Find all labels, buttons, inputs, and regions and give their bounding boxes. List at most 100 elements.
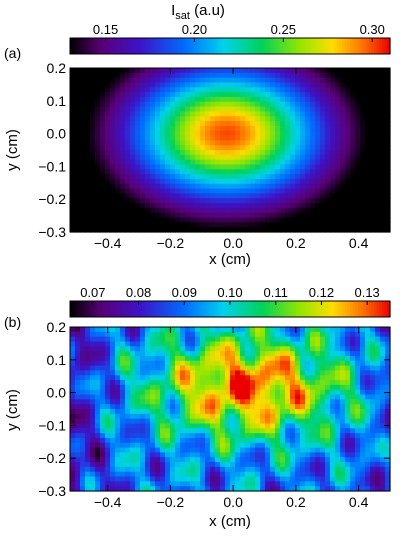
heatmap-cell bbox=[255, 355, 261, 362]
heatmap-cell bbox=[340, 462, 346, 468]
heatmap-cell bbox=[95, 462, 101, 468]
heatmap-cell bbox=[175, 409, 181, 415]
heatmap-cell bbox=[170, 68, 176, 74]
heatmap-cell bbox=[140, 341, 146, 347]
heatmap-cell bbox=[370, 370, 376, 376]
heatmap-cell bbox=[275, 341, 281, 347]
heatmap-cell bbox=[380, 140, 386, 146]
heatmap-cell bbox=[260, 106, 266, 113]
heatmap-cell bbox=[110, 125, 116, 132]
heatmap-cell bbox=[75, 375, 81, 381]
heatmap-cell bbox=[340, 447, 346, 454]
heatmap-cell bbox=[135, 457, 141, 463]
heatmap-cell bbox=[310, 365, 316, 372]
heatmap-cell bbox=[210, 207, 216, 214]
heatmap-cell bbox=[175, 111, 181, 117]
heatmap-cell bbox=[310, 140, 316, 146]
heatmap-cell bbox=[115, 476, 121, 482]
heatmap-cell bbox=[205, 418, 211, 425]
heatmap-cell bbox=[95, 466, 101, 473]
heatmap-cell bbox=[305, 82, 311, 88]
heatmap-cell bbox=[190, 130, 196, 137]
heatmap-cell bbox=[230, 178, 236, 185]
heatmap-cell bbox=[190, 404, 196, 410]
heatmap-cell bbox=[105, 198, 111, 204]
heatmap-cell bbox=[105, 457, 111, 463]
heatmap-cell bbox=[315, 384, 321, 391]
heatmap-cell bbox=[295, 423, 301, 429]
heatmap-cell bbox=[270, 164, 276, 170]
colorbar-segment bbox=[294, 38, 298, 54]
heatmap-cell bbox=[145, 154, 151, 161]
heatmap-cell bbox=[340, 476, 346, 482]
heatmap-cell bbox=[200, 452, 206, 458]
heatmap-cell bbox=[350, 111, 356, 117]
heatmap-cell bbox=[370, 447, 376, 454]
heatmap-cell bbox=[245, 486, 251, 492]
heatmap-cell bbox=[135, 375, 141, 381]
heatmap-cell bbox=[150, 183, 156, 190]
heatmap-cell bbox=[320, 327, 326, 333]
heatmap-cell bbox=[120, 159, 126, 166]
colorbar-segment bbox=[363, 38, 367, 54]
heatmap-cell bbox=[135, 140, 141, 146]
heatmap-cell bbox=[380, 336, 386, 343]
heatmap-cell bbox=[100, 183, 106, 190]
heatmap-cell bbox=[115, 423, 121, 429]
heatmap-cell bbox=[205, 164, 211, 170]
heatmap-cell bbox=[240, 380, 246, 386]
heatmap-cell bbox=[300, 351, 306, 357]
heatmap-cell bbox=[175, 346, 181, 352]
heatmap-cell bbox=[350, 169, 356, 175]
heatmap-cell bbox=[255, 87, 261, 93]
heatmap-cell bbox=[175, 222, 181, 228]
heatmap-cell bbox=[375, 217, 381, 223]
heatmap-cell bbox=[205, 399, 211, 405]
heatmap-cell bbox=[325, 121, 331, 127]
heatmap-cell bbox=[365, 375, 371, 381]
heatmap-cell bbox=[290, 423, 296, 429]
heatmap-cell bbox=[220, 96, 226, 103]
heatmap-cell bbox=[75, 447, 81, 454]
heatmap-cell bbox=[215, 486, 221, 492]
heatmap-cell bbox=[195, 227, 201, 233]
heatmap-cell bbox=[310, 178, 316, 185]
heatmap-cell bbox=[150, 116, 156, 122]
heatmap-cell bbox=[210, 222, 216, 228]
heatmap-cell bbox=[210, 164, 216, 170]
heatmap-cell bbox=[315, 154, 321, 161]
heatmap-cell bbox=[195, 164, 201, 170]
heatmap-cell bbox=[135, 135, 141, 141]
heatmap-cell bbox=[160, 154, 166, 161]
heatmap-cell bbox=[350, 447, 356, 454]
heatmap-cell bbox=[375, 452, 381, 458]
heatmap-cell bbox=[195, 481, 201, 487]
colorbar-segment bbox=[142, 38, 146, 54]
heatmap-cell bbox=[360, 476, 366, 482]
heatmap-cell bbox=[130, 331, 136, 338]
heatmap-cell bbox=[95, 341, 101, 347]
heatmap-cell bbox=[70, 154, 76, 161]
heatmap-cell bbox=[250, 423, 256, 429]
heatmap-cell bbox=[360, 423, 366, 429]
heatmap-cell bbox=[345, 174, 351, 180]
heatmap-cell bbox=[160, 375, 166, 381]
heatmap-cell bbox=[375, 72, 381, 79]
heatmap-cell bbox=[110, 413, 116, 420]
heatmap-cell bbox=[205, 188, 211, 195]
heatmap-cell bbox=[245, 193, 251, 199]
heatmap-cell bbox=[385, 404, 391, 410]
heatmap-cell bbox=[375, 227, 381, 233]
heatmap-cell bbox=[165, 188, 171, 195]
heatmap-cell bbox=[90, 87, 96, 93]
heatmap-cell bbox=[260, 116, 266, 122]
heatmap-cell bbox=[300, 183, 306, 190]
heatmap-cell bbox=[205, 384, 211, 391]
heatmap-cell bbox=[260, 355, 266, 362]
heatmap-cell bbox=[215, 174, 221, 180]
heatmap-cell bbox=[310, 130, 316, 137]
heatmap-cell bbox=[115, 428, 121, 434]
heatmap-cell bbox=[240, 130, 246, 137]
heatmap-cell bbox=[355, 341, 361, 347]
heatmap-cell bbox=[255, 217, 261, 223]
